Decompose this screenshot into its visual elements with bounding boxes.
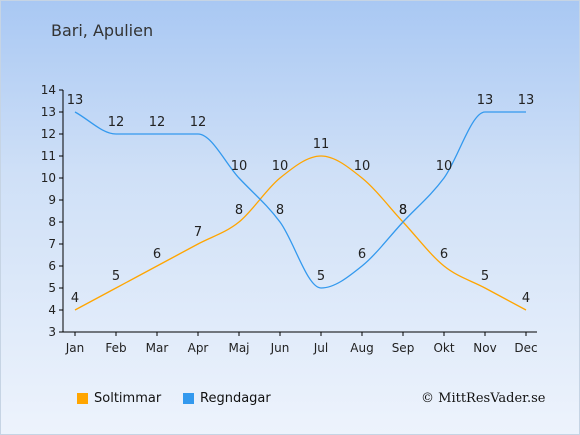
data-label-regndagar: 5 [317,269,325,284]
data-label-regndagar: 12 [108,115,125,130]
data-label-soltimmar: 4 [522,291,530,306]
data-label-regndagar: 10 [231,159,248,174]
data-label-soltimmar: 8 [235,203,243,218]
data-label-regndagar: 8 [399,203,407,218]
x-tick-label: Apr [188,341,209,355]
legend-swatch-regndagar [183,393,194,404]
data-label-soltimmar: 7 [194,225,202,240]
legend-swatch-soltimmar [77,393,88,404]
y-tick-label: 3 [48,325,56,339]
y-tick-label: 11 [41,149,56,163]
data-label-regndagar: 8 [276,203,284,218]
y-tick-label: 12 [41,127,56,141]
data-label-soltimmar: 5 [481,269,489,284]
x-tick-label: Maj [228,341,249,355]
legend-label-regndagar: Regndagar [200,391,271,406]
chart-title: Bari, Apulien [51,21,154,40]
data-label-regndagar: 13 [67,93,84,108]
x-tick-label: Sep [392,341,415,355]
legend-item-regndagar: Regndagar [183,391,271,406]
x-tick-label: Mar [146,341,169,355]
data-label-regndagar: 13 [518,93,535,108]
data-label-regndagar: 10 [436,159,453,174]
data-label-regndagar: 13 [477,93,494,108]
data-label-regndagar: 12 [149,115,166,130]
data-label-soltimmar: 5 [112,269,120,284]
data-label-soltimmar: 8 [399,203,407,218]
x-tick-label: Okt [433,341,454,355]
y-tick-label: 9 [48,193,56,207]
x-tick-label: Jul [313,341,328,355]
x-tick-label: Jan [65,341,85,355]
series-line-soltimmar [74,155,527,311]
x-tick-label: Dec [514,341,537,355]
legend-item-soltimmar: Soltimmar [77,391,161,406]
data-label-soltimmar: 10 [272,159,289,174]
y-tick-label: 7 [48,237,56,251]
series-line-regndagar [74,111,526,289]
x-tick-label: Jun [270,341,290,355]
data-label-regndagar: 12 [190,115,207,130]
data-label-soltimmar: 10 [354,159,371,174]
x-tick-label: Nov [473,341,496,355]
data-label-soltimmar: 6 [440,247,448,262]
x-tick-label: Aug [350,341,373,355]
copyright-text: © MittResVader.se [421,391,546,406]
y-tick-label: 8 [48,215,56,229]
data-label-soltimmar: 6 [153,247,161,262]
y-tick-label: 6 [48,259,56,273]
data-label-soltimmar: 11 [313,137,330,152]
y-tick-label: 10 [41,171,56,185]
y-tick-label: 5 [48,281,56,295]
data-label-regndagar: 6 [358,247,366,262]
x-tick-label: Feb [105,341,126,355]
data-label-soltimmar: 4 [71,291,79,306]
y-tick-label: 4 [48,303,56,317]
legend-label-soltimmar: Soltimmar [94,391,162,406]
y-tick-label: 13 [41,105,56,119]
y-tick-label: 14 [41,83,56,97]
